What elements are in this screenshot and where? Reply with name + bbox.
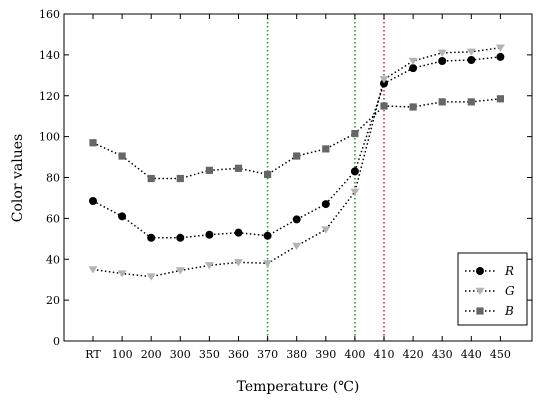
x-tick-label: 300 — [170, 348, 191, 361]
data-point-R — [350, 167, 359, 176]
data-point-G — [408, 57, 418, 66]
x-tick-label: 390 — [315, 348, 336, 361]
data-point-G — [175, 267, 185, 275]
data-point-B — [351, 129, 359, 138]
axis-ticks — [64, 13, 532, 342]
data-point-R — [147, 233, 156, 242]
legend-marker-R — [476, 267, 484, 275]
data-point-R — [380, 79, 388, 88]
data-point-B — [176, 174, 184, 183]
data-point-B — [380, 102, 388, 110]
data-point-G — [437, 49, 447, 57]
x-tick-label: 350 — [199, 348, 220, 361]
data-point-B — [467, 98, 475, 106]
x-tick-label: RT — [85, 348, 101, 361]
data-point-R — [176, 233, 185, 242]
legend-label-R: R — [504, 264, 514, 278]
data-point-R — [118, 212, 127, 221]
x-tick-labels: RT 100 200 300 350 360 370 380 390 400 410 420 430 44… — [85, 348, 511, 361]
series-line-G — [92, 46, 501, 278]
data-point-R — [263, 231, 272, 240]
y-tick-label: 60 — [46, 212, 60, 225]
data-point-B — [409, 103, 417, 111]
data-point-B — [293, 152, 301, 160]
y-tick-label: 120 — [39, 90, 60, 103]
data-point-G — [263, 260, 273, 268]
data-point-R — [438, 57, 447, 66]
legend-label-G: G — [505, 284, 515, 298]
data-point-R — [321, 200, 330, 209]
data-point-R — [234, 228, 243, 237]
x-tick-label: 430 — [432, 348, 453, 361]
reference-lines — [266, 14, 385, 341]
x-tick-label: 410 — [374, 348, 395, 361]
data-point-G — [495, 44, 505, 52]
y-tick-label: 0 — [53, 335, 60, 348]
data-point-R — [467, 55, 476, 64]
y-tick-labels: 0 20 40 60 80 100 120 140 160 — [39, 8, 60, 348]
data-point-B — [205, 166, 213, 174]
data-point-B — [118, 152, 126, 160]
x-tick-label: 420 — [403, 348, 424, 361]
data-point-B — [438, 98, 446, 106]
data-point-G — [234, 259, 243, 267]
data-point-G — [292, 242, 302, 250]
data-point-B — [264, 170, 272, 179]
x-tick-label: 100 — [112, 348, 133, 361]
y-tick-label: 40 — [46, 253, 60, 266]
data-point-R — [89, 197, 97, 206]
legend-marker-B — [476, 307, 484, 315]
x-tick-label: 440 — [461, 348, 482, 361]
series-line-B — [92, 98, 501, 180]
data-point-R — [409, 64, 418, 73]
x-tick-label: 400 — [344, 348, 365, 361]
y-tick-label: 100 — [39, 131, 60, 144]
data-point-G — [350, 188, 360, 196]
data-point-B — [89, 139, 97, 147]
data-point-B — [496, 95, 504, 103]
x-tick-label: 370 — [257, 348, 278, 361]
data-point-G — [117, 270, 127, 278]
y-tick-label: 140 — [39, 49, 60, 62]
legend-box — [457, 252, 528, 326]
data-point-G — [466, 48, 476, 56]
legend-marker-G — [475, 287, 485, 295]
data-point-G — [321, 226, 331, 234]
y-tick-label: 20 — [46, 294, 60, 307]
data-point-G — [204, 262, 214, 270]
x-tick-label: 450 — [490, 348, 511, 361]
data-point-R — [496, 52, 505, 61]
x-axis-title: Temperature (℃) — [237, 379, 360, 395]
series-line-R — [92, 56, 501, 239]
y-tick-label: 80 — [46, 172, 60, 185]
legend: RGB — [457, 252, 528, 326]
data-point-G — [379, 76, 389, 84]
legend-label-B: B — [504, 304, 514, 318]
x-tick-label: 200 — [141, 348, 162, 361]
series-lines — [92, 46, 501, 278]
data-point-B — [147, 174, 155, 183]
data-point-G — [146, 273, 156, 281]
data-point-G — [88, 266, 98, 274]
series-markers — [88, 44, 505, 281]
data-point-R — [205, 230, 214, 239]
data-point-B — [322, 145, 330, 153]
x-tick-label: 380 — [286, 348, 307, 361]
x-tick-label: 360 — [228, 348, 249, 361]
y-axis-title: Color values — [10, 134, 26, 222]
data-point-R — [292, 215, 301, 224]
y-tick-label: 160 — [39, 8, 60, 21]
data-point-B — [234, 164, 243, 172]
